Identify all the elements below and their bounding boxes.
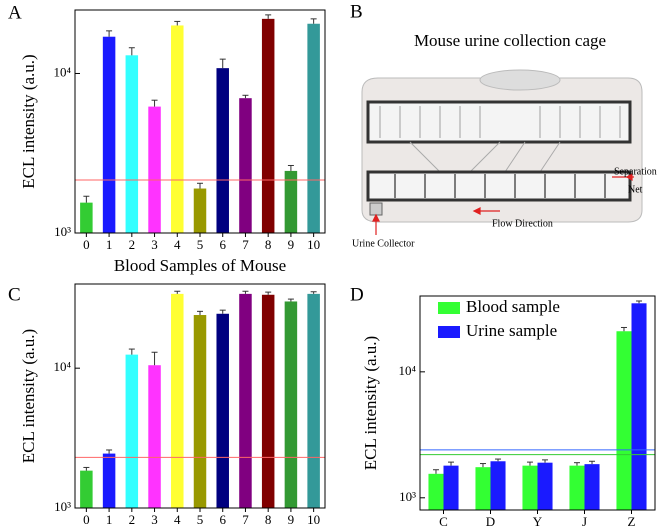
panel-letter: A xyxy=(8,2,22,23)
plot-frame xyxy=(419,295,656,511)
urine-collector xyxy=(369,202,383,216)
bar xyxy=(102,453,116,508)
bar xyxy=(443,465,459,510)
x-tick-label: 8 xyxy=(265,237,272,252)
x-tick-label: 4 xyxy=(174,512,181,527)
bar xyxy=(80,470,93,508)
cage-diagram: B Mouse urine collection cage Separation… xyxy=(350,1,657,249)
separation-net xyxy=(366,170,632,202)
bar xyxy=(148,365,161,508)
y-tick-label: 10³ xyxy=(399,489,416,504)
bar xyxy=(80,202,93,233)
top-tray xyxy=(366,100,632,144)
bar xyxy=(428,473,444,510)
bar xyxy=(239,98,252,233)
y-axis-label: ECL intensity (a.u.) xyxy=(19,54,38,188)
legend-label: Urine sample xyxy=(466,321,557,340)
x-tick-label: 9 xyxy=(288,512,295,527)
bar xyxy=(631,303,647,510)
diagram-title: Mouse urine collection cage xyxy=(414,31,606,50)
top-grid xyxy=(379,106,621,138)
x-tick-label: 7 xyxy=(242,237,249,252)
y-tick-label: 10⁴ xyxy=(53,359,71,374)
bar xyxy=(284,301,298,508)
x-tick-label: 5 xyxy=(197,237,204,252)
y-tick-label: 10³ xyxy=(54,224,71,239)
panel-letter: D xyxy=(350,284,364,305)
x-tick-label: 1 xyxy=(106,512,113,527)
x-tick-label: C xyxy=(439,514,448,529)
x-tick-label: 2 xyxy=(129,512,136,527)
y-tick-label: 10⁴ xyxy=(53,64,71,79)
x-tick-label: 8 xyxy=(265,512,272,527)
y-tick-label: 10⁴ xyxy=(398,363,416,378)
bar xyxy=(239,293,252,508)
x-tick-label: Z xyxy=(628,514,636,529)
bar xyxy=(261,18,275,234)
x-tick-label: 6 xyxy=(219,237,226,252)
x-tick-label: 4 xyxy=(174,237,181,252)
bar xyxy=(307,23,320,234)
bar xyxy=(537,462,553,510)
x-tick-label: 3 xyxy=(151,512,158,527)
y-axis-label: ECL intensity (a.u.) xyxy=(361,336,380,470)
legend-label: Blood sample xyxy=(466,297,560,316)
bar xyxy=(148,106,161,233)
bar xyxy=(569,465,585,510)
x-tick-label: 9 xyxy=(288,237,295,252)
x-tick-label: 5 xyxy=(197,512,204,527)
x-tick-label: 0 xyxy=(83,512,90,527)
net-grid xyxy=(394,174,606,198)
annotation: Urine Collector xyxy=(352,238,415,249)
arrows xyxy=(372,172,634,235)
funnel xyxy=(409,141,561,173)
bar xyxy=(171,25,184,234)
bar xyxy=(171,293,184,508)
bar xyxy=(216,68,229,233)
plot-frame xyxy=(74,283,326,509)
bar xyxy=(307,293,320,508)
bar xyxy=(522,465,538,510)
bar xyxy=(584,464,600,510)
x-tick-label: 0 xyxy=(83,237,90,252)
legend-swatch xyxy=(438,302,460,314)
bar xyxy=(102,36,116,234)
bar xyxy=(125,55,139,234)
annotation: Net xyxy=(628,184,643,195)
bar xyxy=(284,170,298,233)
x-tick-label: D xyxy=(486,514,495,529)
bar xyxy=(216,313,229,508)
annotation: Flow Direction xyxy=(492,218,553,229)
plot-frame xyxy=(74,9,326,234)
annotation: Separation xyxy=(614,166,657,177)
x-axis-label: Blood Samples of Mouse xyxy=(114,256,286,275)
bar xyxy=(261,294,275,508)
legend-swatch xyxy=(438,326,460,338)
x-tick-label: 6 xyxy=(219,512,226,527)
x-tick-label: J xyxy=(582,514,587,529)
bar xyxy=(193,315,207,508)
x-tick-label: 10 xyxy=(307,512,320,527)
x-tick-label: 3 xyxy=(151,237,158,252)
cage-lid xyxy=(479,69,561,91)
bar xyxy=(125,354,139,508)
bar xyxy=(490,461,506,510)
bar xyxy=(193,188,207,233)
x-tick-label: 10 xyxy=(307,237,320,252)
bar xyxy=(475,467,491,510)
panel-letter: C xyxy=(8,284,21,305)
y-axis-label: ECL intensity (a.u.) xyxy=(19,329,38,463)
x-tick-label: 2 xyxy=(129,237,136,252)
bar xyxy=(616,331,632,510)
x-tick-label: 7 xyxy=(242,512,249,527)
x-tick-label: Y xyxy=(533,514,543,529)
y-tick-label: 10³ xyxy=(54,499,71,514)
panel-letter: B xyxy=(350,1,363,22)
x-tick-label: 1 xyxy=(106,237,113,252)
